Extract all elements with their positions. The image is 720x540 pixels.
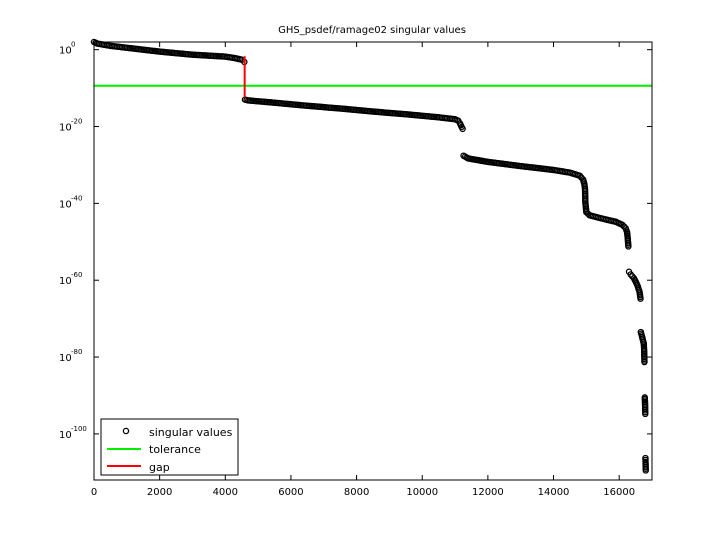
y-tick-label-base: 10	[59, 123, 72, 134]
singular-value-point	[642, 410, 649, 418]
legend-label-tolerance: tolerance	[149, 443, 201, 456]
plot-area	[90, 38, 652, 474]
x-tick-label: 12000	[472, 487, 504, 498]
y-tick-label-base: 10	[59, 430, 72, 441]
x-tick-label: 14000	[538, 487, 570, 498]
x-tick-label: 4000	[213, 487, 238, 498]
x-tick-label: 16000	[603, 487, 635, 498]
legend-label-gap: gap	[149, 461, 170, 474]
x-axis: 0 2000 4000 6000 8000 10000 12000 14000 16000	[91, 42, 635, 498]
y-tick-label-exponent: -80	[71, 348, 82, 356]
y-tick-label-base: 10	[59, 276, 72, 287]
singular-value-point	[637, 295, 644, 302]
y-tick-label-exponent: -60	[71, 271, 82, 279]
singular-value-point	[619, 221, 626, 229]
y-tick-label-base: 10	[59, 199, 72, 210]
y-tick-label-exponent: 0	[71, 41, 75, 49]
chart-title: GHS_psdef/ramage02 singular values	[278, 25, 466, 36]
singular-value-point	[459, 125, 466, 133]
legend: singular values tolerance gap	[100, 418, 239, 476]
x-tick-label: 10000	[406, 487, 438, 498]
singular-value-point	[625, 243, 632, 250]
x-tick-label: 0	[91, 487, 97, 498]
legend-marker-singular-values	[122, 427, 130, 435]
y-tick-label-exponent: -40	[71, 194, 82, 202]
singular-value-point	[642, 467, 650, 474]
legend-label-singular-values: singular values	[149, 426, 233, 439]
y-tick-label-base: 10	[59, 353, 72, 364]
x-tick-label: 6000	[278, 487, 303, 498]
y-tick-label-exponent: -100	[71, 425, 87, 433]
singular-value-point	[641, 358, 648, 366]
plot-frame	[93, 41, 653, 481]
x-tick-label: 2000	[147, 487, 172, 498]
x-tick-label: 8000	[344, 487, 369, 498]
y-tick-label-base: 10	[59, 46, 72, 57]
y-tick-label-exponent: -20	[71, 118, 82, 126]
